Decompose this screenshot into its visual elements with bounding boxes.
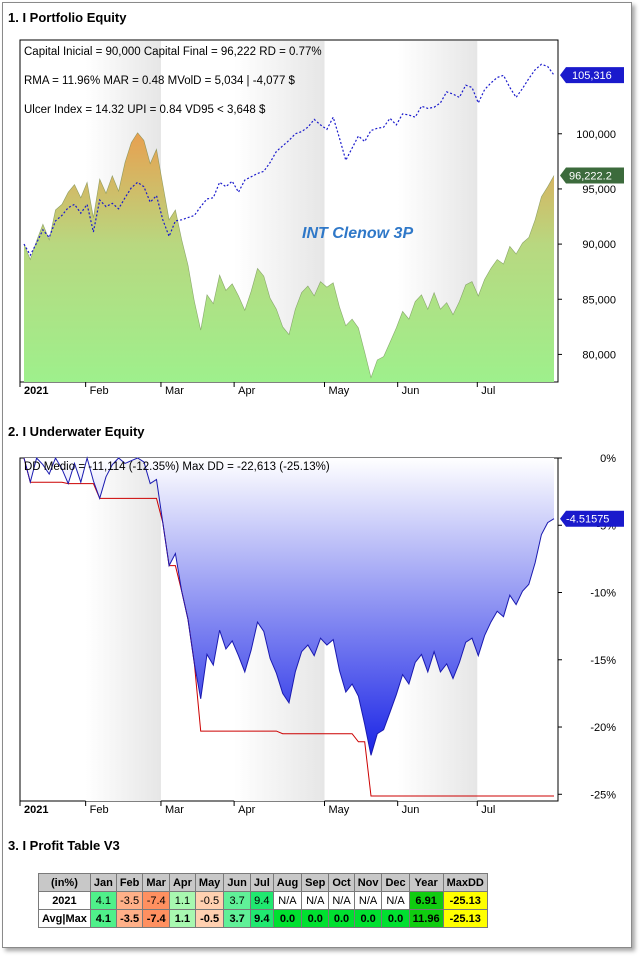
profit-row-label: 2021 — [38, 891, 91, 910]
y-tick-label: 80,000 — [582, 349, 616, 361]
y-tick-label: -15% — [590, 655, 616, 667]
profit-col-header: MaxDD — [442, 873, 488, 892]
profit-cell: 1.1 — [168, 891, 196, 910]
equity-value-label: 96,222.2 — [569, 170, 612, 182]
drawdown-value-label: -4.51575 — [566, 514, 609, 526]
profit-col-header: Apr — [168, 873, 196, 892]
max-drawdown-line — [23, 457, 554, 797]
y-tick-label: -10% — [590, 588, 616, 600]
profit-col-header: Mar — [142, 873, 170, 892]
underwater-equity-chart: 0%-5%-10%-15%-20%-25%2021FebMarAprMayJun… — [19, 453, 624, 816]
profit-cell: 9.4 — [249, 891, 274, 910]
profit-cell: -25.13 — [442, 891, 488, 910]
profit-row: 2021 4.1 -3.5 -7.4 1.1 -0.5 3.7 9.4 N/A N/A N/A N/A… — [38, 891, 488, 910]
equity-stat-line: RMA = 11.96% MAR = 0.48 MVolD = 5,034 | … — [24, 75, 296, 87]
profit-cell: 0.0 — [301, 909, 330, 928]
profit-cell: N/A — [353, 891, 383, 910]
x-tick-label: May — [329, 804, 350, 816]
month-band — [85, 459, 161, 801]
profit-col-header: Dec — [381, 873, 410, 892]
profit-cell: -7.4 — [142, 891, 170, 910]
x-tick-label: Jun — [402, 804, 420, 816]
underwater-section-title: 2. I Underwater Equity — [8, 424, 145, 439]
profit-cell: N/A — [301, 891, 330, 910]
y-tick-label: -20% — [590, 722, 616, 734]
profit-cell: -7.4 — [142, 909, 170, 928]
y-tick-label: 0% — [600, 453, 616, 465]
x-tick-label: Jul — [481, 804, 495, 816]
profit-col-header: Sep — [301, 873, 330, 892]
profit-cell: 4.1 — [89, 909, 117, 928]
profit-cell: N/A — [272, 891, 303, 910]
profit-table-header: (in%) Jan Feb Mar Apr May Jun Jul Aug Sep Oct Nov De… — [38, 873, 488, 892]
profit-cell: 0.0 — [328, 909, 355, 928]
profit-cell: N/A — [381, 891, 410, 910]
x-tick-label: 2021 — [24, 385, 48, 397]
equity-stat-line: Ulcer Index = 14.32 UPI = 0.84 VD95 < 3,… — [24, 104, 266, 116]
y-tick-label: 95,000 — [582, 184, 616, 196]
profit-col-header: Jan — [89, 873, 117, 892]
profit-cell: -0.5 — [194, 891, 225, 910]
profit-col-header: May — [194, 873, 225, 892]
profit-cell: 0.0 — [381, 909, 410, 928]
x-tick-label: Feb — [90, 385, 109, 397]
drawdown-value-badge — [560, 510, 624, 527]
profit-cell: -0.5 — [194, 909, 225, 928]
equity-section-title: 1. I Portfolio Equity — [8, 10, 127, 25]
x-tick-label: May — [329, 385, 350, 397]
benchmark-line — [23, 63, 555, 257]
x-tick-label: Apr — [238, 385, 255, 397]
x-tick-label: Feb — [90, 804, 109, 816]
equity-value-badge — [560, 167, 624, 184]
strategy-watermark: INT Clenow 3P — [302, 225, 413, 242]
profit-cell: 3.7 — [223, 891, 251, 910]
profit-cell: 0.0 — [272, 909, 303, 928]
x-tick-label: Jul — [481, 385, 495, 397]
x-tick-label: 2021 — [24, 804, 48, 816]
profit-col-header: Year — [408, 873, 444, 892]
profit-table: (in%) Jan Feb Mar Apr May Jun Jul Aug Sep Oct Nov De… — [38, 873, 488, 928]
profit-col-header: Nov — [353, 873, 383, 892]
equity-outline — [23, 132, 555, 379]
profit-section-title: 3. I Profit Table V3 — [8, 838, 120, 853]
equity-stat-line: Capital Inicial = 90,000 Capital Final =… — [24, 46, 322, 58]
profit-col-header: Jun — [223, 873, 251, 892]
profit-row-label: Avg|Max — [38, 909, 91, 928]
x-tick-label: Jun — [402, 385, 420, 397]
profit-cell: 1.1 — [168, 909, 196, 928]
drawdown-area — [24, 458, 554, 756]
profit-cell: 9.4 — [249, 909, 274, 928]
profit-col-header: Feb — [115, 873, 144, 892]
profit-col-header: Aug — [272, 873, 303, 892]
benchmark-value-badge — [560, 67, 624, 84]
profit-cell: -3.5 — [115, 891, 144, 910]
benchmark-value-label: 105,316 — [572, 70, 612, 82]
x-tick-label: Apr — [238, 804, 255, 816]
profit-cell: -3.5 — [115, 909, 144, 928]
profit-col-header: (in%) — [38, 873, 91, 892]
y-tick-label: 100,000 — [576, 129, 616, 141]
profit-col-header: Oct — [328, 873, 355, 892]
profit-cell: 6.91 — [408, 891, 444, 910]
profit-cell: 11.96 — [408, 909, 444, 928]
y-tick-label: 85,000 — [582, 294, 616, 306]
underwater-stats: DD Medio = -11,114 (-12.35%) Max DD = -2… — [24, 461, 330, 473]
y-tick-label: 90,000 — [582, 239, 616, 251]
profit-cell: -25.13 — [442, 909, 488, 928]
y-tick-label: -25% — [590, 789, 616, 801]
profit-row: Avg|Max 4.1 -3.5 -7.4 1.1 -0.5 3.7 9.4 0.0 0.0 0.0… — [38, 909, 488, 928]
profit-col-header: Jul — [249, 873, 274, 892]
profit-cell: 0.0 — [353, 909, 383, 928]
profit-cell: 4.1 — [89, 891, 117, 910]
portfolio-equity-chart: 80,000 85,000 90,000 95,000 100,000 2021 Feb Ma… — [19, 39, 624, 397]
x-tick-label: Mar — [165, 385, 184, 397]
profit-cell: 3.7 — [223, 909, 251, 928]
drawdown-line — [23, 456, 555, 756]
equity-area — [24, 132, 554, 382]
profit-cell: N/A — [328, 891, 355, 910]
x-tick-label: Mar — [165, 804, 184, 816]
